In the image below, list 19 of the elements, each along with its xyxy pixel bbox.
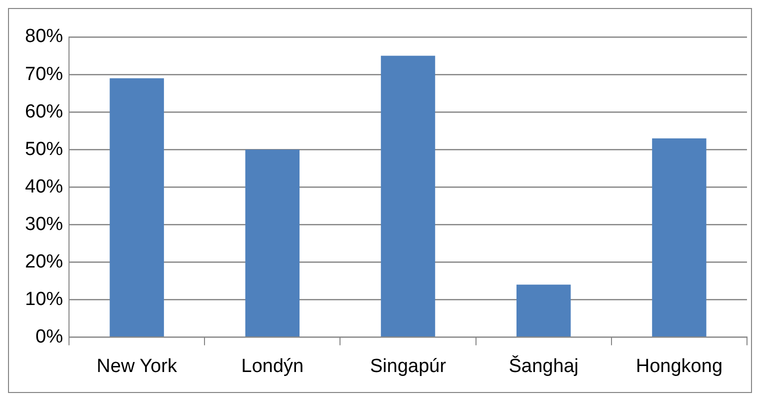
x-tick-label: Singapúr xyxy=(370,356,447,377)
x-tick-label: Šanghaj xyxy=(508,354,578,377)
x-tick-label: New York xyxy=(96,356,178,377)
y-tick-label: 20% xyxy=(24,251,64,272)
y-tick-label: 60% xyxy=(24,101,64,122)
x-tick-label: Londýn xyxy=(241,356,304,377)
y-tick-label: 70% xyxy=(24,64,64,85)
y-tick-label: 50% xyxy=(24,138,64,160)
y-tick-label: 40% xyxy=(24,176,64,198)
y-tick-label: 80% xyxy=(24,26,64,48)
x-tick-label: Hongkong xyxy=(636,356,723,377)
y-tick-label: 10% xyxy=(24,288,64,310)
bar xyxy=(110,78,164,337)
bar xyxy=(380,56,436,337)
y-tick-label: 0% xyxy=(36,326,64,348)
y-tick-label: 30% xyxy=(24,214,64,235)
bar xyxy=(652,138,706,337)
bar xyxy=(516,284,571,337)
bar xyxy=(245,150,300,337)
